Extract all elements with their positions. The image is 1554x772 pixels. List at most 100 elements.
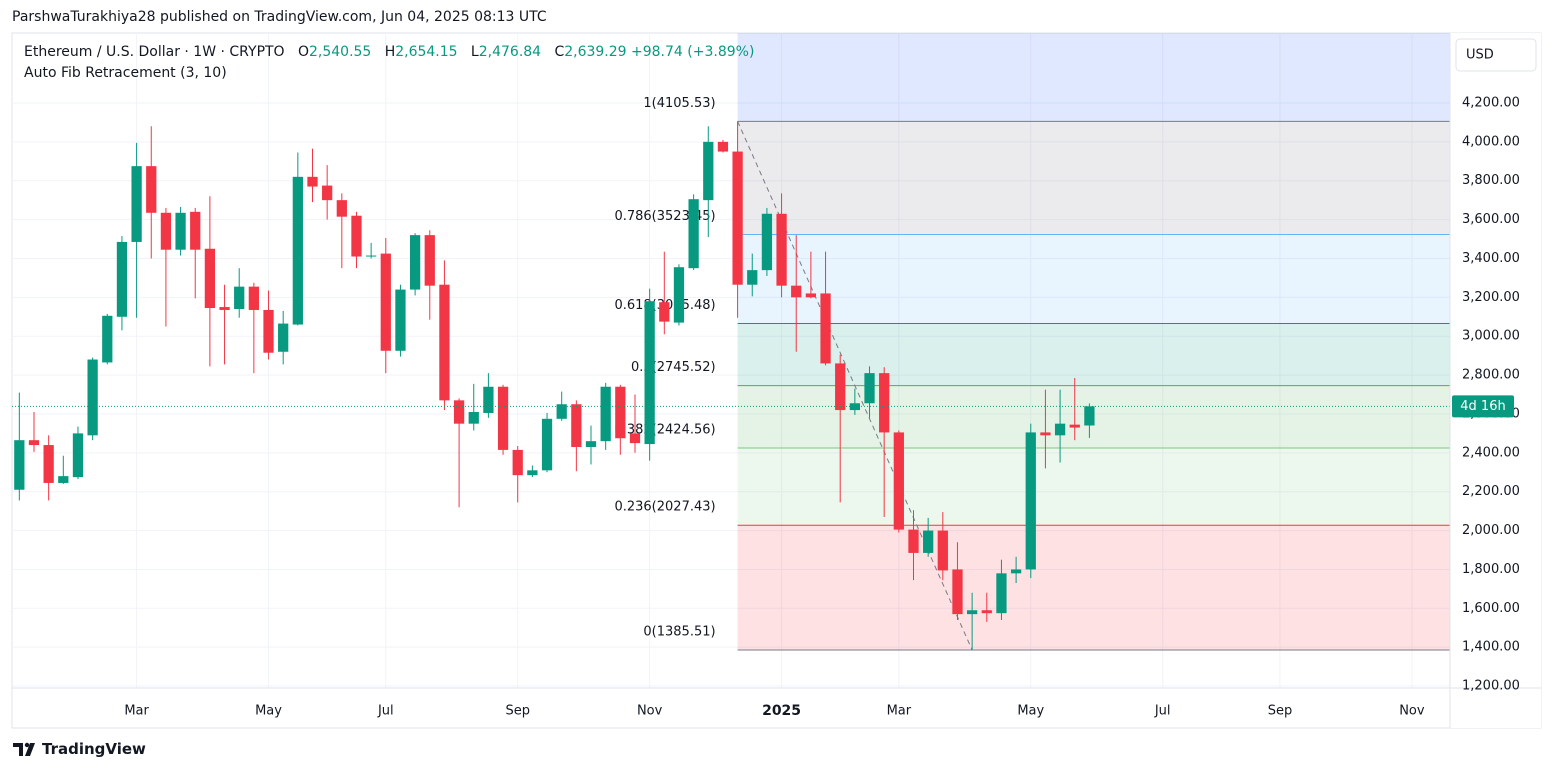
candle-body [409,235,421,290]
indicator-legend: Auto Fib Retracement (3, 10) [24,65,227,81]
candle-body [102,315,113,363]
fib-label: 0.382(2424.56) [614,423,715,438]
candle-body [820,293,831,364]
candle-body [366,255,377,257]
candle-body [468,412,479,424]
candle-body [1010,569,1022,574]
countdown-tag [1452,395,1514,418]
fib-label: 0.786(3523.45) [614,209,715,224]
candle-body [923,530,934,553]
candle-body [131,166,142,242]
candle-body [732,151,743,285]
candle-body [600,386,611,442]
candle-body [893,432,904,530]
y-tick-label: 3,600.00 [1462,212,1520,227]
candle-body [1069,424,1080,428]
candle-body [805,293,817,298]
candle-body [116,241,128,317]
y-tick-label: 2,800.00 [1462,368,1520,383]
fib-extension-band [737,33,1450,122]
candle-body [761,213,773,271]
candle-body [43,445,54,483]
fib-band [737,234,1450,324]
candle-body [322,185,333,201]
x-tick-label: Jul [1154,704,1171,719]
candle-body [1054,423,1066,436]
brand: TradingView [42,740,146,758]
candle-body [673,267,685,323]
candle-body [981,610,992,614]
brand-logo [13,742,35,756]
y-tick-label: 3,000.00 [1462,329,1520,344]
price-axis-bg [1450,33,1541,728]
ohlc-key: L [470,44,479,60]
symbol: Ethereum / U.S. Dollar · 1W · CRYPTO [24,44,285,60]
candle-body [14,440,25,490]
y-tick-label: 4,000.00 [1462,134,1520,149]
fib-band [737,525,1450,651]
candle-body [1084,406,1095,426]
fib-band [737,323,1450,386]
x-tick-label: 2025 [762,703,801,719]
candle-body [835,363,846,411]
logo-shape [13,743,35,756]
y-tick-label: 3,200.00 [1462,290,1520,305]
x-tick-label: Nov [637,704,663,719]
candle-body [629,433,641,444]
candle-body [1025,432,1036,570]
ohlc-key: H [384,44,396,60]
ohlc-key: O [297,44,309,60]
y-tick-label: 1,200.00 [1462,679,1520,694]
fib-label: 1(4105.53) [643,96,715,111]
ohlc-value: 2,654.15 [395,44,458,60]
y-tick-label: 3,400.00 [1462,251,1520,266]
candle-body [219,307,230,310]
fib-band [737,121,1450,235]
ohlc-key: C [554,44,565,60]
symbol-legend: Ethereum / U.S. Dollar · 1W · CRYPTO O 2,… [24,44,754,60]
candle-body [996,573,1007,614]
attribution: ParshwaTurakhiya28 published on TradingV… [12,9,547,25]
fib-label: 0.5(2745.52) [631,360,716,375]
fib-label: 0.236(2027.43) [614,500,715,515]
candle-body [424,235,435,286]
candle-body [336,200,347,217]
candle-body [351,215,362,257]
candle-body [908,529,919,553]
candle-body [72,433,84,478]
candle-body [439,284,450,401]
x-tick-label: Mar [124,704,149,719]
candle-body [747,270,758,285]
candle-body [556,404,567,419]
y-tick-label: 3,800.00 [1462,173,1520,188]
candle-body [571,404,582,447]
candle-body [659,302,670,322]
candle-body [849,403,860,411]
x-tick-label: Jul [377,704,394,719]
x-tick-label: May [255,704,282,719]
y-tick-label: 4,200.00 [1462,95,1520,110]
candle-body [776,213,787,286]
currency-box [1455,38,1537,72]
x-tick-label: Sep [505,704,530,719]
candle-body [615,386,626,439]
change: +98.74 (+3.89%) [631,44,755,60]
candle-body [307,176,318,187]
candle-body [87,359,98,436]
candle-body [864,373,875,404]
candle-body [512,449,523,476]
candle-body [791,285,802,298]
candle-body [278,323,289,352]
candle-body [952,569,963,615]
y-tick-label: 2,000.00 [1462,523,1520,538]
ohlc-value: 2,476.84 [478,44,542,60]
candle-body [688,199,699,269]
fib-trend-line [737,121,973,651]
candle-body [967,610,978,615]
candle-body [644,301,655,445]
candle-body [879,373,890,433]
fib-label: 0(1385.51) [643,625,715,640]
fib-band [737,448,1450,526]
